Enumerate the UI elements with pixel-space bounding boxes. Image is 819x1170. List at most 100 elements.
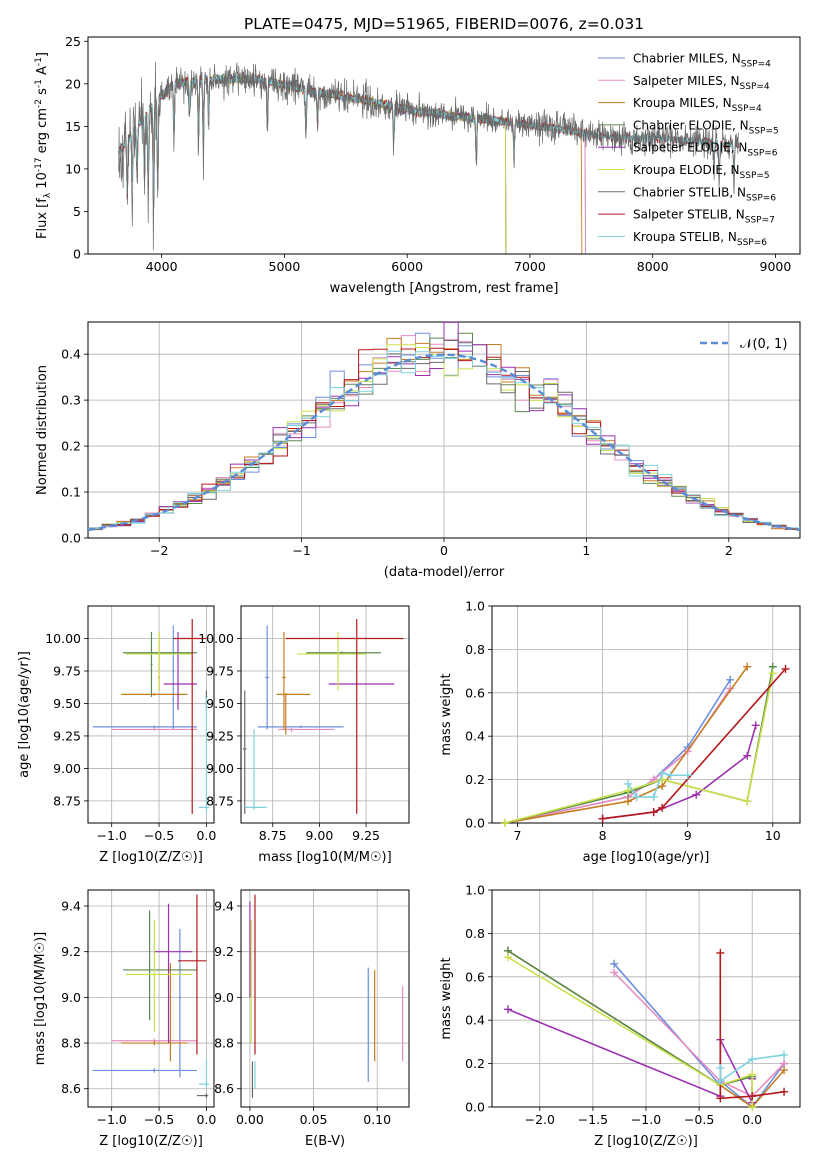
y-tick-label: 8.6 bbox=[214, 1081, 234, 1096]
legend-label-cs: Chabrier STELIB, NSSP=6​ bbox=[633, 185, 776, 203]
x-tick-label: −1 bbox=[292, 543, 310, 558]
x-tick-label: 0.0 bbox=[196, 1112, 216, 1127]
y-tick-label: 9.0 bbox=[61, 990, 81, 1005]
y-tick-label: 0.8 bbox=[465, 642, 485, 657]
y-tick-label: 10.00 bbox=[45, 631, 81, 646]
x-tick-label: −0.5 bbox=[144, 828, 174, 843]
weight-line-sm bbox=[613, 971, 785, 1098]
axes-frame bbox=[87, 889, 215, 1108]
y-tick-label: 8.75 bbox=[53, 793, 81, 808]
y-tick-label: 9.75 bbox=[53, 663, 81, 678]
axes-residuals: −2 −1 0 1 2 0.0 0.1 0.2 0.3 0.4 (data-model)/error… bbox=[35, 321, 801, 580]
y-tick-label: 10.00 bbox=[198, 631, 234, 646]
weight-point-ke bbox=[768, 669, 777, 678]
x-tick-label: 6000 bbox=[391, 259, 423, 274]
y-tick-label: 10 bbox=[65, 161, 81, 176]
x-tick-label: 10 bbox=[765, 828, 781, 843]
y-axis-label: mass [log10(M/M☉)] bbox=[33, 932, 48, 1065]
weight-point-ke bbox=[743, 797, 752, 806]
axes-frame bbox=[240, 605, 410, 824]
weight-point-se bbox=[751, 721, 760, 730]
weight-line-ke bbox=[504, 673, 774, 824]
y-tick-label: 0.2 bbox=[465, 772, 485, 787]
weight-point-ke bbox=[748, 1070, 757, 1079]
x-axis-label: Z [log10(Z/Z☉)] bbox=[594, 1134, 698, 1149]
x-axis-label: (data-model)/error bbox=[384, 565, 505, 580]
y-tick-label: 8.8 bbox=[214, 1036, 234, 1051]
y-axis-label: Flux [fλ​ 10-17​ erg cm-2​ s-1​ A-1​] bbox=[34, 52, 53, 239]
legend-label-ke: Kroupa ELODIE, NSSP=5​ bbox=[633, 163, 770, 181]
weight-line-se bbox=[602, 725, 757, 820]
axes-mass_vs_EBV: 0.00 0.05 0.10 8.6 8.8 9.0 9.2 9.4 E(B-V) bbox=[214, 889, 410, 1149]
x-tick-label: −0.5 bbox=[144, 1112, 174, 1127]
chart-spectrum bbox=[118, 61, 739, 254]
x-tick-label: 0.0 bbox=[742, 1112, 762, 1127]
weight-line-ss bbox=[602, 668, 787, 820]
chart-residuals bbox=[87, 321, 801, 532]
x-tick-label: 7000 bbox=[514, 259, 546, 274]
weight-line-km bbox=[504, 666, 748, 824]
y-tick-label: 8.75 bbox=[206, 793, 234, 808]
weight-point-se bbox=[743, 751, 752, 760]
x-tick-label: 8.75 bbox=[259, 828, 287, 843]
weight-point-km bbox=[624, 797, 633, 806]
x-tick-label: 0.00 bbox=[236, 1112, 264, 1127]
x-tick-label: 9 bbox=[684, 828, 692, 843]
spectrum-series-cs bbox=[118, 61, 739, 251]
y-tick-label: 9.50 bbox=[53, 696, 81, 711]
weight-point-ss bbox=[748, 1092, 757, 1101]
y-tick-label: 9.4 bbox=[214, 898, 234, 913]
weight-point-ks bbox=[716, 1076, 725, 1085]
x-tick-label: 8 bbox=[599, 828, 607, 843]
weight-point-ss bbox=[781, 664, 790, 673]
y-tick-label: 0.4 bbox=[465, 1013, 485, 1028]
y-tick-label: 9.2 bbox=[214, 944, 234, 959]
weight-point-ss bbox=[716, 948, 725, 957]
weight-point-ks bbox=[658, 769, 667, 778]
weight-point-ks bbox=[683, 771, 692, 780]
x-tick-label: 2 bbox=[725, 543, 733, 558]
weight-point-ss bbox=[658, 803, 667, 812]
legend-spectrum: Chabrier MILES, NSSP=4​ Salpeter MILES, N… bbox=[598, 52, 779, 248]
x-axis-label: mass [log10(M/M☉)] bbox=[258, 850, 391, 865]
weight-point-ks bbox=[748, 1055, 757, 1064]
weight-line-ss bbox=[719, 952, 785, 1100]
y-tick-label: 0.3 bbox=[61, 393, 81, 408]
chart-weight_vs_Z bbox=[503, 946, 789, 1111]
x-tick-label: 7 bbox=[514, 828, 522, 843]
y-tick-label: 0.1 bbox=[61, 485, 81, 500]
weight-point-ks bbox=[716, 1063, 725, 1072]
residual-hist-cs bbox=[88, 340, 800, 531]
y-tick-label: 0.0 bbox=[465, 1100, 485, 1115]
x-tick-label: −1.5 bbox=[578, 1112, 608, 1127]
y-tick-label: 0.2 bbox=[465, 1056, 485, 1071]
y-tick-label: 0.4 bbox=[465, 729, 485, 744]
y-tick-label: 0.2 bbox=[61, 439, 81, 454]
x-tick-label: 0.0 bbox=[196, 828, 216, 843]
residual-hist-ss bbox=[88, 347, 800, 530]
axes-age_vs_mass: 8.75 9.00 9.25 8.75 9.00 9.25 9.50 9.75 10.00 mas… bbox=[198, 605, 410, 865]
y-tick-label: 9.25 bbox=[53, 728, 81, 743]
spectrum-series-ke bbox=[118, 74, 507, 254]
legend-label-normal: 𝒩(0, 1) bbox=[740, 337, 787, 352]
y-tick-label: 0 bbox=[73, 247, 81, 262]
x-axis-label: Z [log10(Z/Z☉)] bbox=[99, 850, 203, 865]
x-axis-label: wavelength [Angstrom, rest frame] bbox=[330, 281, 559, 296]
weight-point-ss bbox=[780, 1087, 789, 1096]
weight-point-se bbox=[503, 1005, 512, 1014]
figure-title: PLATE=0475, MJD=51965, FIBERID=0076, z=0… bbox=[244, 15, 644, 33]
y-tick-label: 0.6 bbox=[465, 969, 485, 984]
x-tick-label: 0.10 bbox=[363, 1112, 391, 1127]
axes-frame bbox=[240, 889, 410, 1108]
y-axis-label: mass weight bbox=[439, 957, 454, 1039]
residual-hist-ks bbox=[88, 350, 800, 530]
chart-weight_vs_age bbox=[500, 662, 790, 827]
weight-line-cm bbox=[504, 679, 731, 824]
y-tick-label: 9.50 bbox=[206, 696, 234, 711]
y-tick-label: 8.6 bbox=[61, 1081, 81, 1096]
legend-label-ce: Chabrier ELODIE, NSSP=5​ bbox=[633, 118, 779, 136]
y-tick-label: 15 bbox=[65, 119, 81, 134]
chart-age_vs_Z bbox=[92, 618, 210, 814]
weight-point-km bbox=[780, 1066, 789, 1075]
